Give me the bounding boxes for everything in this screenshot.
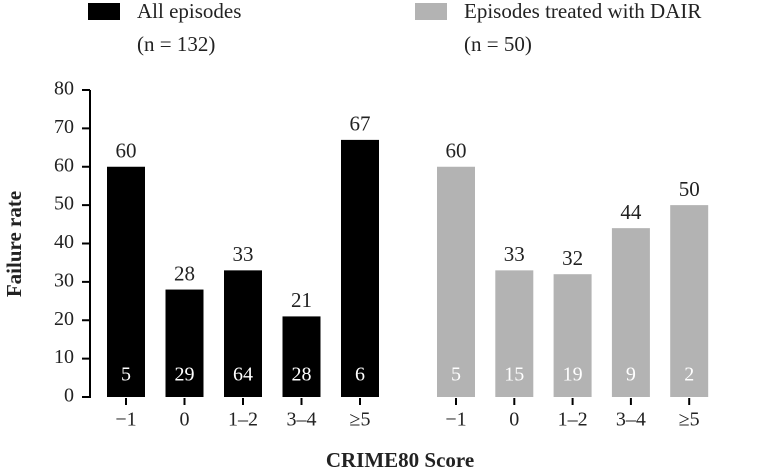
count-label: 9 <box>626 364 636 386</box>
value-label: 44 <box>620 200 642 224</box>
bar <box>282 316 321 397</box>
count-label: 29 <box>175 364 195 386</box>
x-tick-label: 0 <box>509 409 519 431</box>
value-label: 33 <box>504 242 525 266</box>
value-label: 21 <box>291 288 312 312</box>
value-label: 28 <box>174 261 195 285</box>
count-label: 28 <box>292 364 312 386</box>
count-label: 15 <box>504 364 524 386</box>
x-tick-label: −1 <box>445 409 466 431</box>
legend-swatch <box>415 3 447 20</box>
legend-label: Episodes treated with DAIR <box>464 0 701 23</box>
count-label: 5 <box>451 364 461 386</box>
x-tick-label: 1–2 <box>228 409 258 431</box>
x-tick-label: 1–2 <box>558 409 588 431</box>
y-tick-label: 20 <box>54 308 74 330</box>
bar <box>553 274 592 397</box>
y-tick-label: 0 <box>64 385 74 407</box>
y-tick-label: 60 <box>54 154 74 176</box>
x-tick-label: 0 <box>180 409 190 431</box>
x-tick-label: ≥5 <box>679 409 700 431</box>
count-label: 2 <box>684 364 694 386</box>
bar <box>670 205 709 397</box>
value-label: 60 <box>116 139 137 163</box>
y-tick-label: 80 <box>54 78 74 100</box>
legend-n: (n = 132) <box>137 32 215 56</box>
y-tick-label: 70 <box>54 116 74 138</box>
x-tick-label: ≥5 <box>350 409 371 431</box>
bar <box>224 270 262 397</box>
count-label: 19 <box>563 364 583 386</box>
y-tick-label: 10 <box>54 346 74 368</box>
legend-n: (n = 50) <box>464 32 532 56</box>
bar <box>611 228 650 397</box>
count-label: 64 <box>233 364 253 386</box>
value-label: 60 <box>446 139 467 163</box>
bar <box>107 166 145 397</box>
x-tick-label: 3–4 <box>287 409 317 431</box>
count-label: 6 <box>355 364 365 386</box>
value-label: 67 <box>350 112 371 136</box>
bar <box>165 289 204 397</box>
y-tick-label: 40 <box>54 231 74 253</box>
y-tick-label: 30 <box>54 269 74 291</box>
value-label: 50 <box>679 177 700 201</box>
bar <box>341 139 379 397</box>
x-tick-label: 3–4 <box>616 409 646 431</box>
y-tick-label: 50 <box>54 193 74 215</box>
value-label: 32 <box>562 246 583 270</box>
legend-swatch <box>88 3 120 20</box>
legend-label: All episodes <box>137 0 241 23</box>
x-tick-label: −1 <box>115 409 136 431</box>
bar <box>437 166 475 397</box>
value-label: 33 <box>233 242 254 266</box>
count-label: 5 <box>121 364 131 386</box>
bar <box>495 270 534 397</box>
y-axis-label: Failure rate <box>2 191 26 297</box>
x-axis-label: CRIME80 Score <box>326 448 474 472</box>
